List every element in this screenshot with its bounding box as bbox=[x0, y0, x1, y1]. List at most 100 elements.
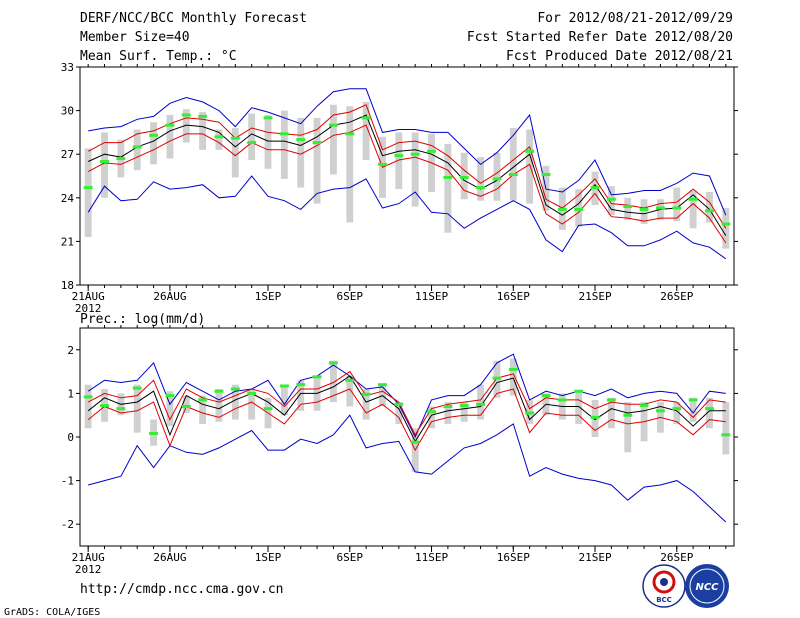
bcc-logo: BCC bbox=[642, 564, 686, 608]
median-mark bbox=[378, 383, 387, 387]
median-mark bbox=[705, 209, 714, 213]
spread-box bbox=[329, 360, 337, 403]
spread-box bbox=[444, 402, 452, 424]
x-tick-label: 26AUG bbox=[153, 551, 186, 564]
series-lower-line bbox=[87, 388, 726, 452]
series-minimum-line bbox=[88, 414, 727, 523]
median-mark bbox=[378, 162, 387, 166]
spread-box bbox=[477, 384, 485, 420]
spread-box bbox=[231, 128, 239, 178]
median-mark bbox=[672, 407, 682, 411]
spread-box bbox=[526, 129, 534, 204]
spread-box bbox=[493, 152, 501, 201]
series-mean-line bbox=[87, 114, 727, 236]
median-mark bbox=[198, 398, 208, 402]
median-mark bbox=[623, 413, 633, 417]
ncc-logo-text: NCC bbox=[695, 582, 719, 593]
x-tick-label: 26SEP bbox=[660, 290, 693, 303]
header-started-date: Fcst Started Refer Date 2012/08/20 bbox=[467, 30, 733, 45]
y-tick-label: 1 bbox=[67, 387, 74, 400]
median-mark bbox=[574, 207, 584, 211]
spread-box bbox=[84, 384, 92, 429]
median-mark bbox=[361, 392, 371, 396]
spread-box bbox=[706, 397, 713, 429]
spread-box bbox=[411, 132, 419, 207]
median-mark bbox=[149, 432, 159, 436]
spread-box bbox=[607, 397, 615, 429]
bcc-logo-text: BCC bbox=[656, 596, 672, 604]
median-mark bbox=[100, 159, 109, 163]
median-mark bbox=[574, 389, 584, 393]
series-upper-line bbox=[87, 104, 727, 229]
median-mark bbox=[492, 177, 502, 181]
spread-box bbox=[395, 132, 403, 190]
spread-box bbox=[248, 113, 256, 161]
x-tick-year: 2012 bbox=[75, 302, 102, 315]
median-mark bbox=[410, 440, 420, 444]
spread-box bbox=[313, 117, 321, 204]
x-tick-label: 6SEP bbox=[337, 290, 364, 303]
spread-box bbox=[280, 110, 288, 179]
spread-box bbox=[460, 402, 468, 422]
median-mark bbox=[721, 433, 731, 437]
x-tick-label: 16SEP bbox=[497, 551, 530, 564]
median-mark bbox=[427, 149, 436, 153]
spread-box bbox=[673, 187, 681, 222]
series-maximum-line bbox=[87, 353, 726, 439]
median-mark bbox=[459, 404, 469, 408]
spread-box bbox=[215, 129, 223, 150]
median-mark bbox=[525, 149, 535, 153]
precipitation-title: Prec.: log(mm/d) bbox=[80, 312, 205, 327]
median-mark bbox=[525, 411, 535, 415]
median-mark bbox=[312, 375, 322, 379]
median-mark bbox=[492, 376, 502, 380]
spread-box bbox=[297, 380, 305, 411]
x-tick-label: 1SEP bbox=[255, 551, 282, 564]
median-mark bbox=[508, 173, 518, 177]
spread-box bbox=[215, 389, 223, 422]
x-tick-label: 11SEP bbox=[415, 551, 448, 564]
median-mark bbox=[181, 404, 191, 408]
median-mark bbox=[688, 398, 698, 402]
median-mark bbox=[198, 114, 208, 118]
median-mark bbox=[655, 206, 665, 210]
header-title: DERF/NCC/BCC Monthly Forecast bbox=[80, 11, 307, 26]
spread-box bbox=[231, 384, 239, 420]
median-mark bbox=[394, 154, 404, 158]
source-url[interactable]: http://cmdp.ncc.cma.gov.cn bbox=[80, 582, 284, 597]
median-mark bbox=[721, 222, 731, 226]
median-mark bbox=[672, 206, 682, 210]
spread-box bbox=[346, 375, 354, 407]
median-mark bbox=[705, 407, 714, 411]
median-mark bbox=[508, 367, 518, 371]
header-produced-date: Fcst Produced Date 2012/08/21 bbox=[506, 49, 733, 64]
x-tick-year: 2012 bbox=[75, 563, 102, 576]
series-mean-line bbox=[87, 375, 726, 443]
y-tick-label: -2 bbox=[61, 518, 74, 531]
median-mark bbox=[590, 415, 600, 419]
median-mark bbox=[247, 391, 257, 395]
x-tick-label: 16SEP bbox=[497, 290, 530, 303]
plot-frame bbox=[79, 66, 735, 286]
median-mark bbox=[230, 387, 240, 391]
series-maximum-line bbox=[88, 88, 727, 216]
spread-box bbox=[182, 109, 190, 143]
median-mark bbox=[279, 384, 289, 388]
median-mark bbox=[181, 113, 191, 117]
y-tick-label: 33 bbox=[61, 61, 74, 74]
x-tick-label: 1SEP bbox=[255, 290, 282, 303]
x-tick-label: 21SEP bbox=[578, 551, 611, 564]
median-mark bbox=[100, 404, 109, 408]
median-mark bbox=[476, 402, 486, 406]
x-tick-label: 21AUG bbox=[72, 551, 105, 564]
median-mark bbox=[623, 205, 633, 209]
spread-box bbox=[133, 384, 141, 433]
x-tick-label: 26SEP bbox=[660, 551, 693, 564]
median-mark bbox=[296, 383, 306, 387]
spread-box bbox=[509, 358, 517, 396]
x-tick-label: 21AUG bbox=[72, 290, 105, 303]
median-mark bbox=[639, 207, 649, 211]
y-tick-label: -1 bbox=[61, 475, 74, 488]
median-mark bbox=[263, 407, 273, 411]
median-mark bbox=[149, 133, 159, 137]
